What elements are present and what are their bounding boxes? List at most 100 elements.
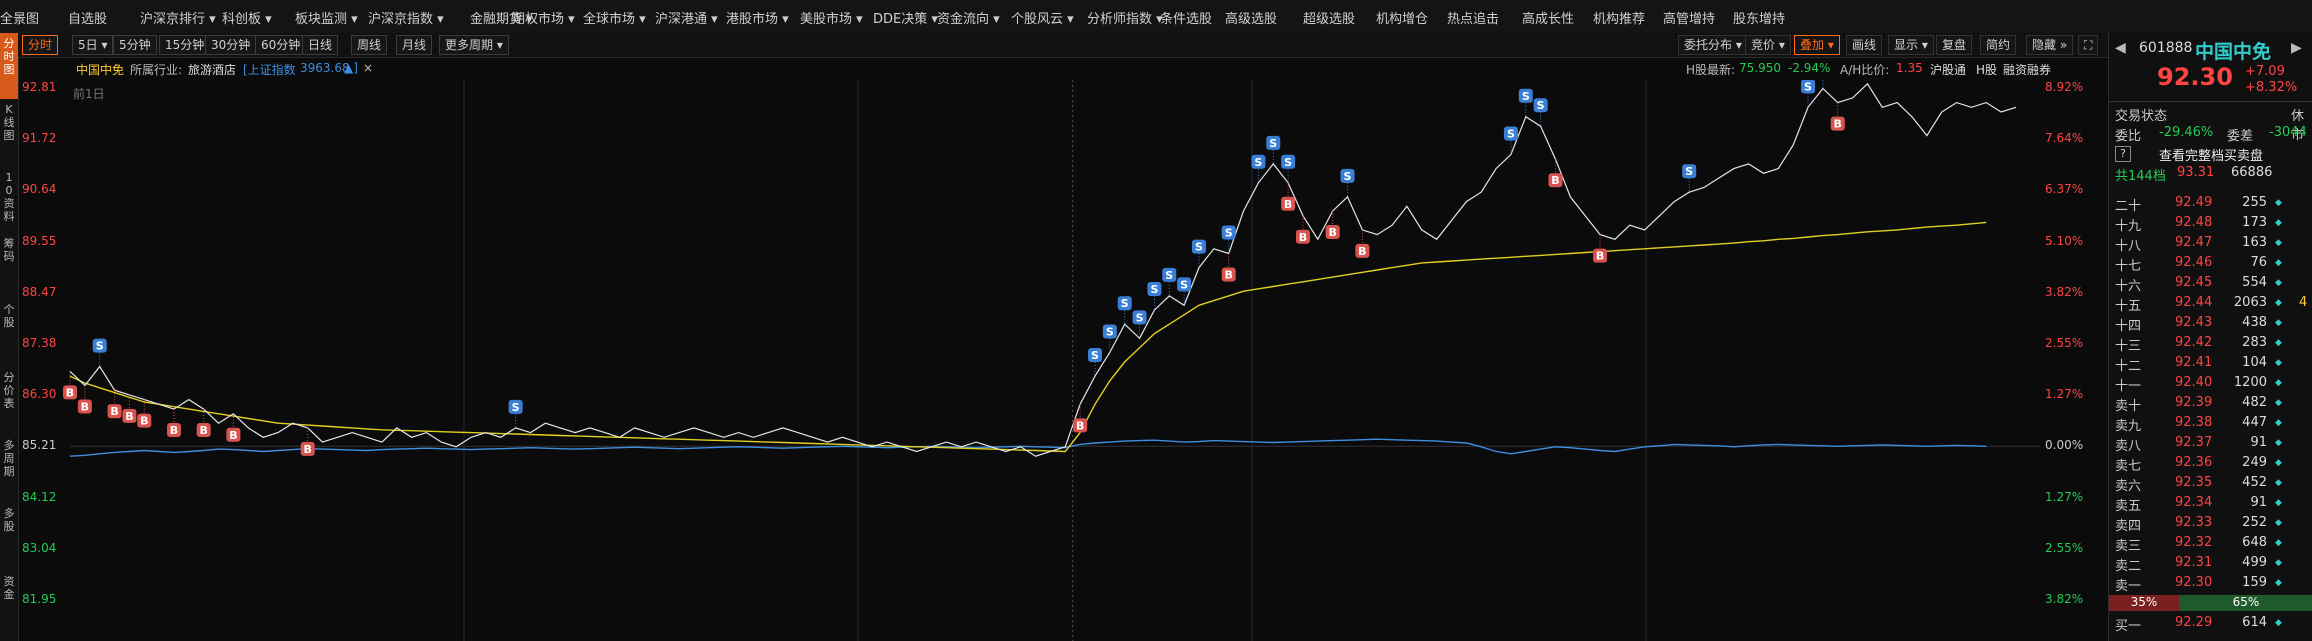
sell-mark[interactable]: S xyxy=(1177,277,1192,306)
buy-mark[interactable]: B xyxy=(122,394,137,423)
sell-mark[interactable]: S xyxy=(1340,168,1355,197)
period-button-1[interactable]: 5日 ▾ xyxy=(72,35,114,55)
order-book-row[interactable]: 十七 92.46 76 ◆ xyxy=(2109,253,2312,274)
index-label[interactable]: [上证指数 xyxy=(243,63,296,77)
close-icon[interactable]: × xyxy=(363,61,374,75)
buy-mark[interactable]: B xyxy=(1073,404,1088,433)
order-book-row[interactable]: 卖二 92.31 499 ◆ xyxy=(2109,553,2312,574)
sell-mark[interactable]: S xyxy=(1518,88,1533,117)
left-tab-3[interactable]: 筹码 xyxy=(0,233,18,299)
sell-mark[interactable]: S xyxy=(1191,239,1206,268)
buy-mark[interactable]: B xyxy=(1295,215,1310,244)
left-tab-4[interactable]: 个股 xyxy=(0,299,18,365)
tool-button-3[interactable]: 画线 xyxy=(1846,35,1883,55)
menu-item-17[interactable]: 高级选股 xyxy=(1225,12,1278,27)
menu-item-5[interactable]: 沪深京指数 ▾ xyxy=(368,12,444,27)
left-tab-5[interactable]: 分价表 xyxy=(0,367,18,433)
menu-item-0[interactable]: 全景图 xyxy=(0,12,40,27)
order-book-row[interactable]: 十一 92.40 1200 ◆ xyxy=(2109,373,2312,394)
tool-button-0[interactable]: 委托分布 ▾ xyxy=(1678,35,1748,55)
menu-item-3[interactable]: 科创板 ▾ xyxy=(222,12,272,27)
left-tab-0[interactable]: 分时图 xyxy=(0,33,18,99)
menu-item-1[interactable]: 自选股 xyxy=(68,12,108,27)
order-book-row-buy[interactable]: 买一 92.29 614 ◆ xyxy=(2109,613,2312,634)
menu-item-10[interactable]: 港股市场 ▾ xyxy=(726,12,789,27)
menu-item-20[interactable]: 热点追击 xyxy=(1447,12,1500,27)
order-book-row[interactable]: 十九 92.48 173 ◆ xyxy=(2109,213,2312,234)
order-book-row[interactable]: 卖八 92.37 91 ◆ xyxy=(2109,433,2312,454)
industry-value[interactable]: 旅游酒店 xyxy=(188,63,237,77)
forward-arrow-icon[interactable]: ▶ xyxy=(2291,40,2302,56)
menu-item-19[interactable]: 机构增仓 xyxy=(1376,12,1429,27)
menu-item-12[interactable]: DDE决策 ▾ xyxy=(873,12,938,27)
order-book-row[interactable]: 十六 92.45 554 ◆ xyxy=(2109,273,2312,294)
sell-mark[interactable]: S xyxy=(1221,225,1236,254)
sell-mark[interactable]: S xyxy=(1087,348,1102,377)
buy-mark[interactable]: B xyxy=(1221,253,1236,282)
fullscreen-icon[interactable]: ⛶ xyxy=(2078,35,2099,55)
tool-button-7[interactable]: 隐藏 » xyxy=(2026,35,2074,55)
buy-mark[interactable]: B xyxy=(63,371,77,400)
period-button-4[interactable]: 30分钟 xyxy=(205,35,257,55)
order-book-row[interactable]: 十八 92.47 163 ◆ xyxy=(2109,233,2312,254)
tool-button-6[interactable]: 简约 xyxy=(1980,35,2017,55)
menu-item-6[interactable]: 金融期货 ▾ xyxy=(470,12,533,27)
sell-mark[interactable]: S xyxy=(1162,267,1177,296)
tool-button-5[interactable]: 复盘 xyxy=(1936,35,1973,55)
menu-item-4[interactable]: 板块监测 ▾ xyxy=(295,12,358,27)
menu-item-13[interactable]: 资金流向 ▾ xyxy=(937,12,1000,27)
menu-item-11[interactable]: 美股市场 ▾ xyxy=(800,12,863,27)
left-tab-6[interactable]: 多周期 xyxy=(0,435,18,501)
menu-item-14[interactable]: 个股风云 ▾ xyxy=(1011,12,1074,27)
period-button-2[interactable]: 5分钟 xyxy=(113,35,157,55)
tool-button-1[interactable]: 竞价 ▾ xyxy=(1745,35,1791,55)
h-share-link[interactable]: H股 xyxy=(1976,63,1998,77)
menu-item-16[interactable]: 条件选股 xyxy=(1160,12,1213,27)
menu-item-15[interactable]: 分析师指数 ▾ xyxy=(1087,12,1163,27)
sell-mark[interactable]: S xyxy=(1801,80,1816,108)
menu-item-7[interactable]: 期权市场 ▾ xyxy=(512,12,575,27)
order-book-row[interactable]: 卖十 92.39 482 ◆ xyxy=(2109,393,2312,414)
menu-item-23[interactable]: 高管增持 xyxy=(1663,12,1716,27)
sell-mark[interactable]: S xyxy=(92,338,107,367)
menu-item-21[interactable]: 高成长性 xyxy=(1522,12,1575,27)
order-book-row[interactable]: 十四 92.43 438 ◆ xyxy=(2109,313,2312,334)
buy-mark[interactable]: B xyxy=(77,385,92,414)
menu-item-8[interactable]: 全球市场 ▾ xyxy=(583,12,646,27)
sell-mark[interactable]: S xyxy=(1281,154,1296,183)
buy-mark[interactable]: B xyxy=(107,390,122,419)
buy-mark[interactable]: B xyxy=(166,409,181,438)
order-book-row[interactable]: 十三 92.42 283 ◆ xyxy=(2109,333,2312,354)
tool-button-4[interactable]: 显示 ▾ xyxy=(1888,35,1934,55)
period-button-3[interactable]: 15分钟 xyxy=(159,35,211,55)
menu-item-9[interactable]: 沪深港通 ▾ xyxy=(655,12,718,27)
order-book-row[interactable]: 二十 92.49 255 ◆ xyxy=(2109,193,2312,214)
menu-item-2[interactable]: 沪深京排行 ▾ xyxy=(140,12,216,27)
tool-button-2[interactable]: 叠加 ▾ xyxy=(1794,35,1840,55)
left-tab-7[interactable]: 多股 xyxy=(0,503,18,569)
sell-mark[interactable]: S xyxy=(1503,126,1518,155)
menu-item-22[interactable]: 机构推荐 xyxy=(1593,12,1646,27)
back-arrow-icon[interactable]: ◀ xyxy=(2115,40,2126,56)
order-book-row[interactable]: 卖三 92.32 648 ◆ xyxy=(2109,533,2312,554)
period-button-5[interactable]: 60分钟 xyxy=(255,35,307,55)
order-book-row[interactable]: 十二 92.41 104 ◆ xyxy=(2109,353,2312,374)
buy-mark[interactable]: B xyxy=(1830,102,1845,131)
sell-mark[interactable]: S xyxy=(1533,98,1548,127)
period-button-9[interactable]: 更多周期 ▾ xyxy=(439,35,509,55)
left-tab-8[interactable]: 资金 xyxy=(0,571,18,637)
full-book-link[interactable]: 查看完整档买卖盘 xyxy=(2159,149,2264,164)
buy-mark[interactable]: B xyxy=(300,427,315,456)
buy-mark[interactable]: B xyxy=(1281,182,1296,211)
order-book-row[interactable]: 卖七 92.36 249 ◆ xyxy=(2109,453,2312,474)
sell-mark[interactable]: S xyxy=(508,399,523,428)
sell-mark[interactable]: S xyxy=(1147,282,1162,311)
buy-mark[interactable]: B xyxy=(1593,234,1608,263)
period-button-8[interactable]: 月线 xyxy=(396,35,433,55)
period-button-7[interactable]: 周线 xyxy=(351,35,388,55)
period-button-6[interactable]: 日线 xyxy=(302,35,339,55)
buy-mark[interactable]: B xyxy=(196,409,211,438)
menu-item-18[interactable]: 超级选股 xyxy=(1303,12,1356,27)
buy-mark[interactable]: B xyxy=(1355,229,1370,258)
